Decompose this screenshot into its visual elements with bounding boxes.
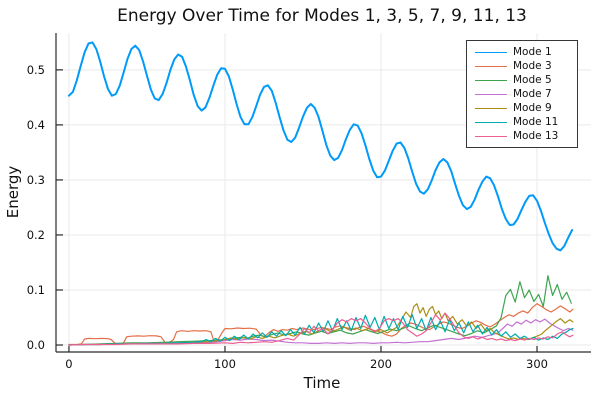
legend-entry: Mode 7 xyxy=(467,87,573,101)
series-line-mode-13 xyxy=(68,312,574,346)
y-tick-label: 0.1 xyxy=(27,283,45,297)
legend-label: Mode 3 xyxy=(513,60,552,72)
series-line-mode-5 xyxy=(68,275,572,346)
y-tick-label: 0.0 xyxy=(27,338,45,352)
y-axis-label: Energy xyxy=(4,165,22,219)
legend-entry: Mode 1 xyxy=(467,45,573,59)
x-tick-label: 300 xyxy=(526,357,548,371)
chart-title: Energy Over Time for Modes 1, 3, 5, 7, 9… xyxy=(117,6,527,26)
legend-label: Mode 9 xyxy=(513,102,552,114)
legend-line-swatch xyxy=(475,51,507,53)
y-tick-label: 0.3 xyxy=(27,173,45,187)
legend-label: Mode 13 xyxy=(513,130,559,142)
legend-label: Mode 1 xyxy=(513,46,552,58)
legend-line-swatch xyxy=(475,121,507,123)
series-line-mode-11 xyxy=(68,314,574,346)
legend-entry: Mode 11 xyxy=(467,115,573,129)
legend-line-swatch xyxy=(475,79,507,81)
legend-line-swatch xyxy=(475,65,507,67)
legend-line-swatch xyxy=(475,135,507,137)
x-axis-label: Time xyxy=(303,374,341,392)
legend-entry: Mode 9 xyxy=(467,101,573,115)
x-tick-label: 200 xyxy=(370,357,392,371)
legend-entry: Mode 3 xyxy=(467,59,573,73)
series-line-mode-3 xyxy=(68,303,574,346)
series-line-mode-1 xyxy=(67,41,574,252)
x-tick-label: 100 xyxy=(214,357,236,371)
y-tick-label: 0.2 xyxy=(27,228,45,242)
y-tick-label: 0.4 xyxy=(27,118,45,132)
legend-label: Mode 7 xyxy=(513,88,552,100)
legend-entry: Mode 13 xyxy=(467,129,573,143)
x-tick-label: 0 xyxy=(65,357,72,371)
legend-label: Mode 5 xyxy=(513,74,552,86)
legend-entry: Mode 5 xyxy=(467,73,573,87)
legend: Mode 1 Mode 3 Mode 5 Mode 7 Mode 9 Mode 11 Mod… xyxy=(466,40,578,148)
legend-line-swatch xyxy=(475,93,507,95)
legend-label: Mode 11 xyxy=(513,116,559,128)
legend-line-swatch xyxy=(475,107,507,109)
y-tick-label: 0.5 xyxy=(27,63,45,77)
